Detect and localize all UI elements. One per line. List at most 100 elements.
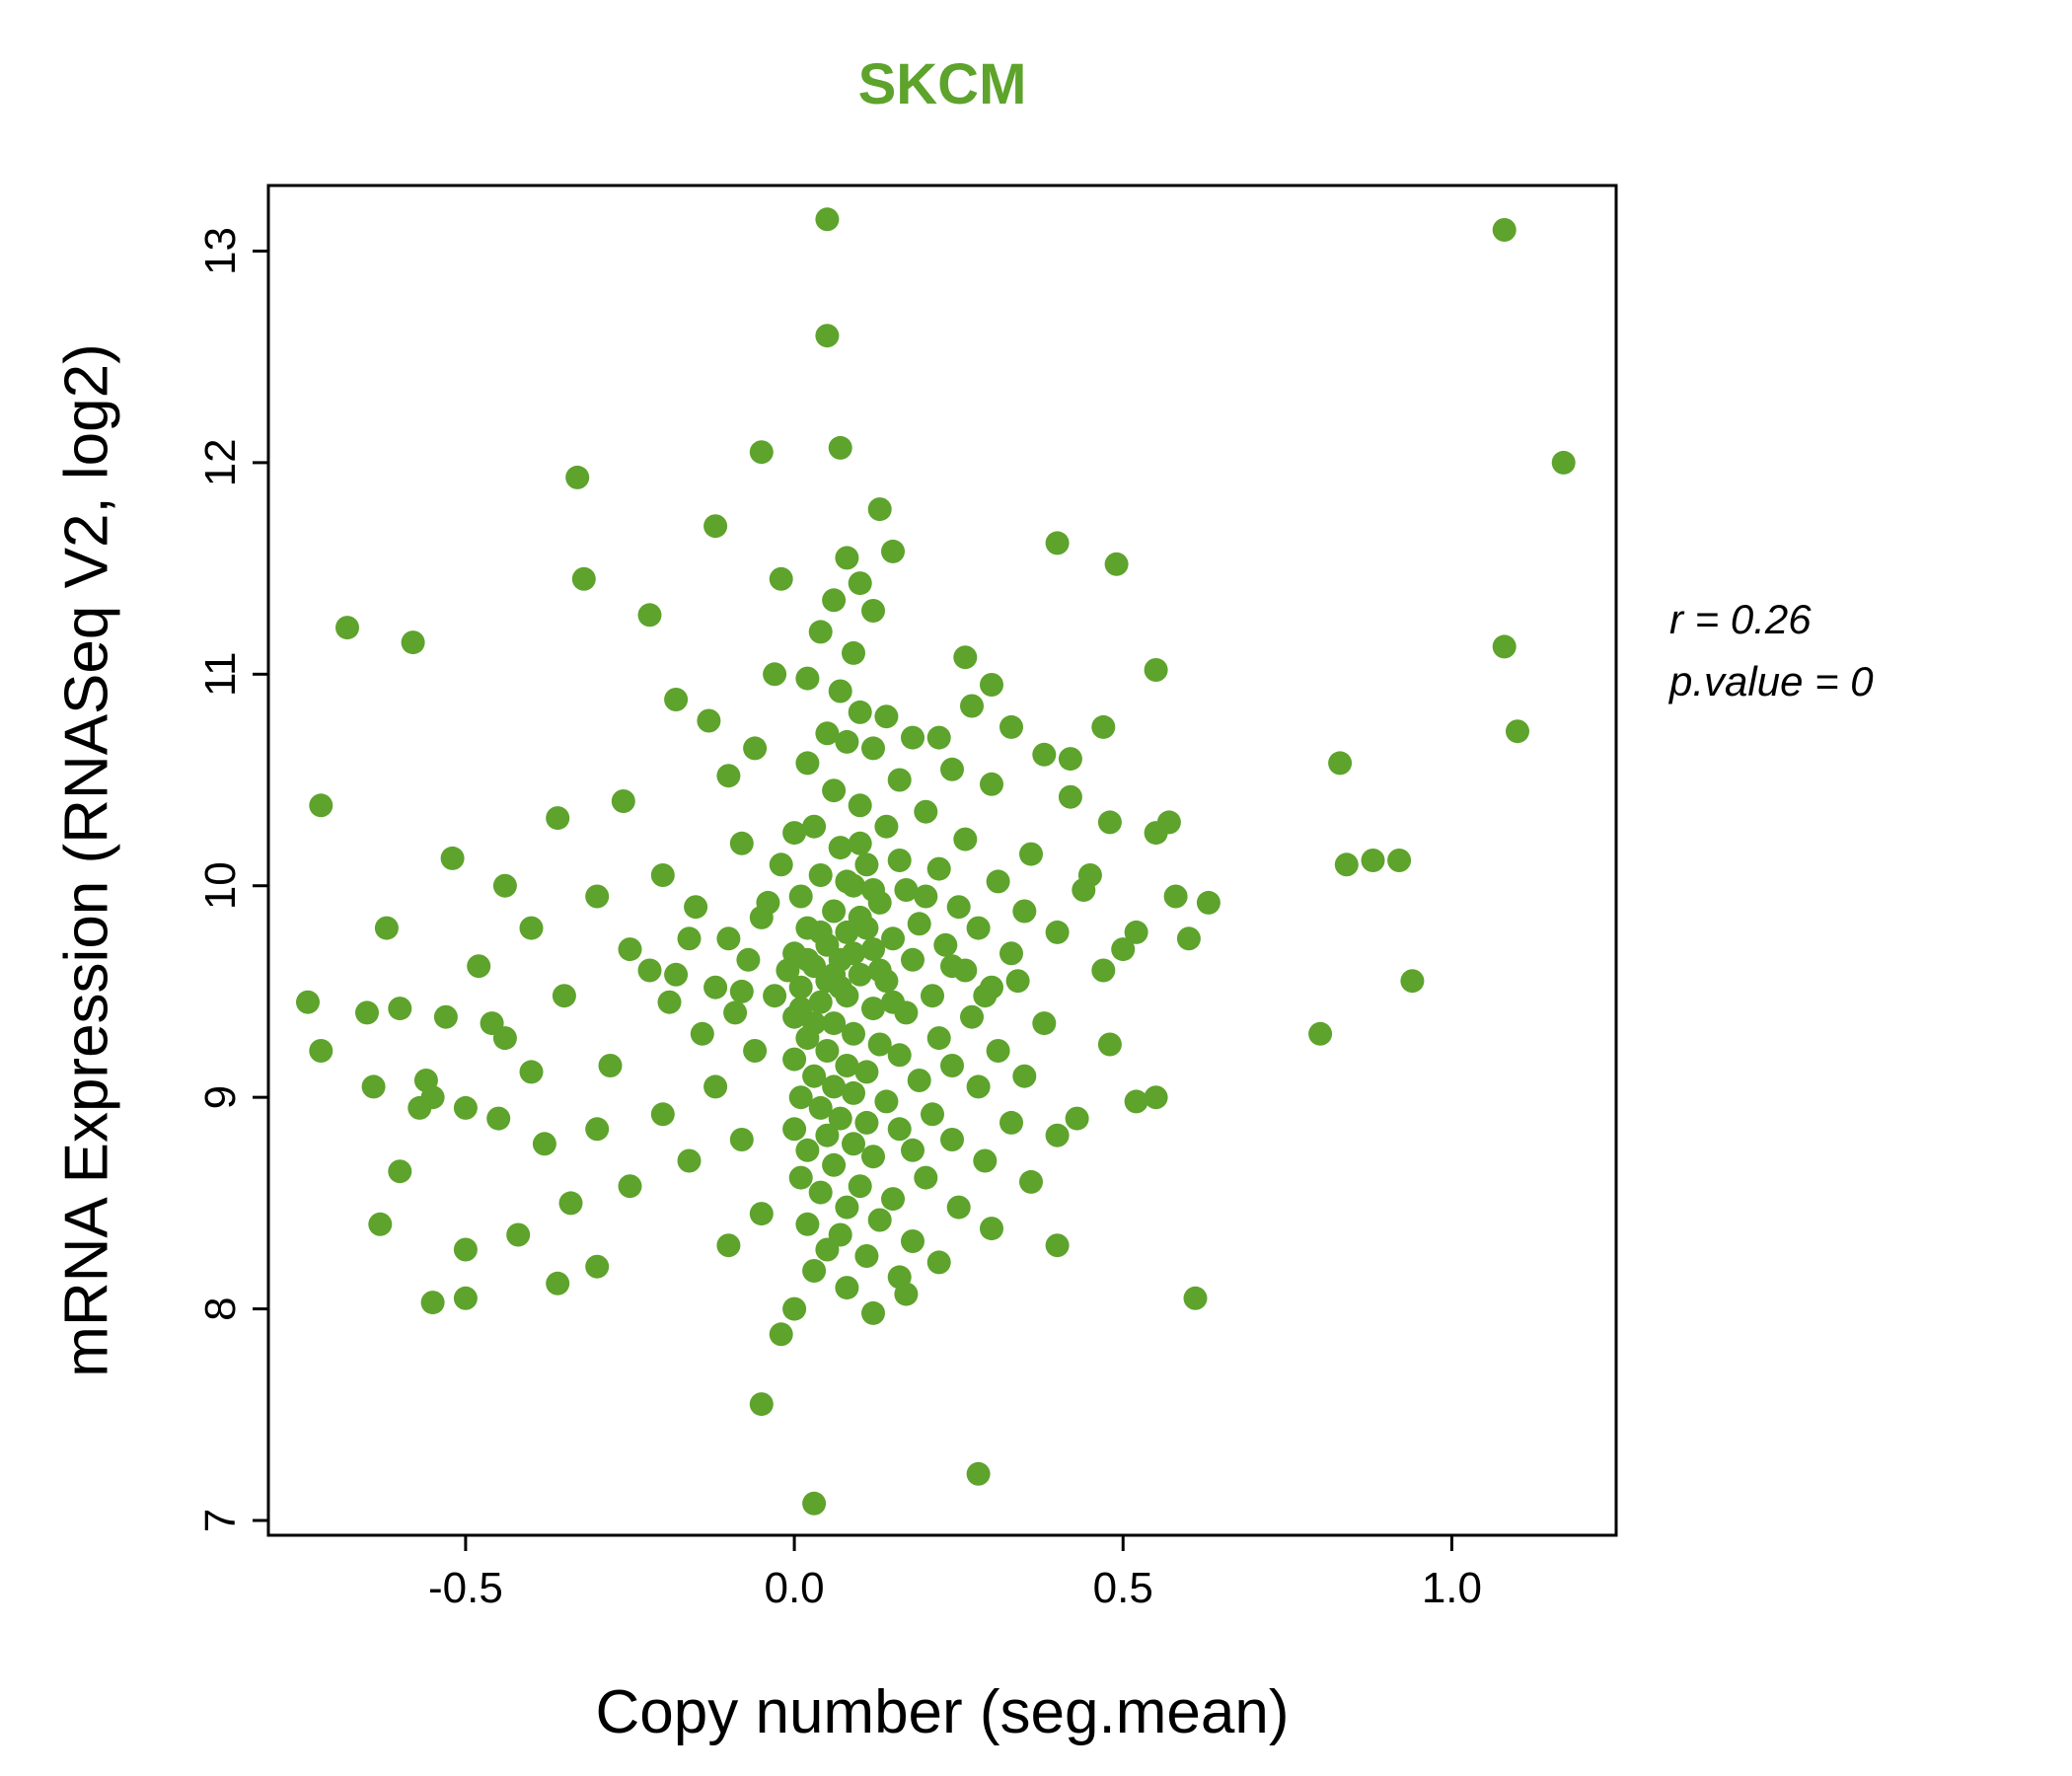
data-point [368,1212,393,1236]
data-point [815,721,840,746]
data-point [788,1085,813,1110]
data-point [835,1054,859,1077]
data-point [690,1021,714,1046]
data-point [822,899,847,924]
data-point [309,1039,333,1063]
data-point [355,1000,379,1025]
data-point [532,1132,556,1156]
data-point [782,1296,807,1321]
data-point [907,912,931,936]
data-point [980,772,1003,796]
data-point [1058,784,1082,809]
data-point [854,1110,879,1135]
data-point [795,666,820,691]
data-point [407,1095,432,1120]
data-point [980,673,1003,697]
data-point [677,1148,702,1173]
data-point [808,863,833,887]
data-point [1111,937,1136,962]
data-point [887,768,912,792]
data-point [973,1148,998,1173]
y-tick-label: 8 [196,1296,245,1320]
data-point [749,905,774,929]
data-point [848,831,872,855]
data-point [921,1102,944,1127]
data-point [802,1064,827,1088]
data-point [1012,1064,1037,1088]
data-point [802,1491,827,1516]
p-value: p.value = 0 [1669,658,1874,704]
x-tick-label: 0.5 [1093,1564,1153,1612]
y-tick-label: 12 [196,438,245,486]
data-point [684,895,708,920]
data-point [914,799,938,824]
data-point [723,1000,748,1025]
data-point [966,916,991,940]
data-point [1183,1286,1208,1310]
data-point [1097,810,1122,835]
data-point [1091,958,1116,983]
data-point [933,932,958,957]
data-point [618,1174,642,1199]
data-point [822,1074,847,1099]
data-point [546,806,570,831]
data-point [335,616,359,640]
data-point [854,1244,879,1268]
data-point [585,1254,610,1279]
data-point [716,764,741,788]
data-point [729,1128,754,1151]
data-point [618,937,642,962]
data-point [776,958,800,983]
data-point [835,546,859,570]
data-point [842,1021,865,1046]
data-point [926,1026,951,1051]
data-point [986,1039,1010,1063]
data-point [848,571,872,596]
data-point [795,1138,820,1162]
data-point [808,990,833,1014]
data-point [867,1208,892,1232]
data-point [966,1074,991,1099]
data-point [697,708,721,733]
data-point [795,947,820,972]
data-point [940,1054,964,1077]
data-point [926,1250,951,1275]
data-point [887,849,912,872]
data-point [854,916,879,940]
data-point [637,603,662,628]
data-point [822,1011,847,1036]
data-point [1328,751,1353,776]
data-point [716,926,741,951]
data-point [999,1110,1023,1135]
data-point [835,1276,859,1300]
data-point [519,916,544,940]
data-point [881,1187,905,1212]
data-point [848,962,872,987]
data-point [492,873,517,898]
data-point [467,954,491,979]
data-point [848,1174,872,1199]
data-point [486,1106,511,1131]
data-point [1019,1169,1043,1194]
data-point [1032,742,1057,767]
data-point [420,1291,445,1315]
data-point [552,984,576,1008]
data-point [926,856,951,881]
data-point [861,1300,885,1325]
data-point [842,640,865,665]
x-axis-label: Copy number (seg.mean) [595,1678,1290,1746]
data-point [867,497,892,522]
data-point [401,630,425,655]
data-point [808,1180,833,1205]
data-point [296,990,320,1014]
data-point [309,793,333,818]
data-point [795,751,820,776]
data-point [729,979,754,1003]
data-point [1506,719,1529,744]
data-point [926,725,951,750]
data-point [861,736,885,761]
data-point [808,620,833,644]
data-point [828,679,852,703]
data-point [453,1095,478,1120]
